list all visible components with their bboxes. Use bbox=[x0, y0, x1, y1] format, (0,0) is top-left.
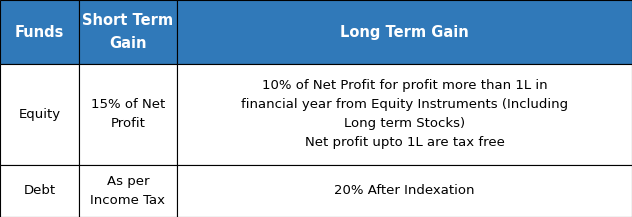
Bar bbox=[177, 0, 632, 64]
Text: 20% After Indexation: 20% After Indexation bbox=[334, 184, 475, 197]
Text: Funds: Funds bbox=[15, 25, 64, 39]
Text: Equity: Equity bbox=[18, 108, 61, 121]
Bar bbox=[177, 165, 632, 217]
Bar bbox=[0, 165, 79, 217]
Text: 15% of Net
Profit: 15% of Net Profit bbox=[91, 99, 165, 130]
Bar bbox=[0, 0, 79, 64]
Text: Debt: Debt bbox=[23, 184, 56, 197]
Text: 10% of Net Profit for profit more than 1L in
financial year from Equity Instrume: 10% of Net Profit for profit more than 1… bbox=[241, 79, 568, 150]
Bar bbox=[79, 64, 177, 165]
Bar bbox=[0, 64, 79, 165]
Text: Long Term Gain: Long Term Gain bbox=[340, 25, 469, 39]
Bar bbox=[177, 64, 632, 165]
Bar bbox=[79, 0, 177, 64]
Text: Short Term
Gain: Short Term Gain bbox=[82, 13, 174, 51]
Bar bbox=[79, 165, 177, 217]
Text: As per
Income Tax: As per Income Tax bbox=[90, 175, 166, 207]
